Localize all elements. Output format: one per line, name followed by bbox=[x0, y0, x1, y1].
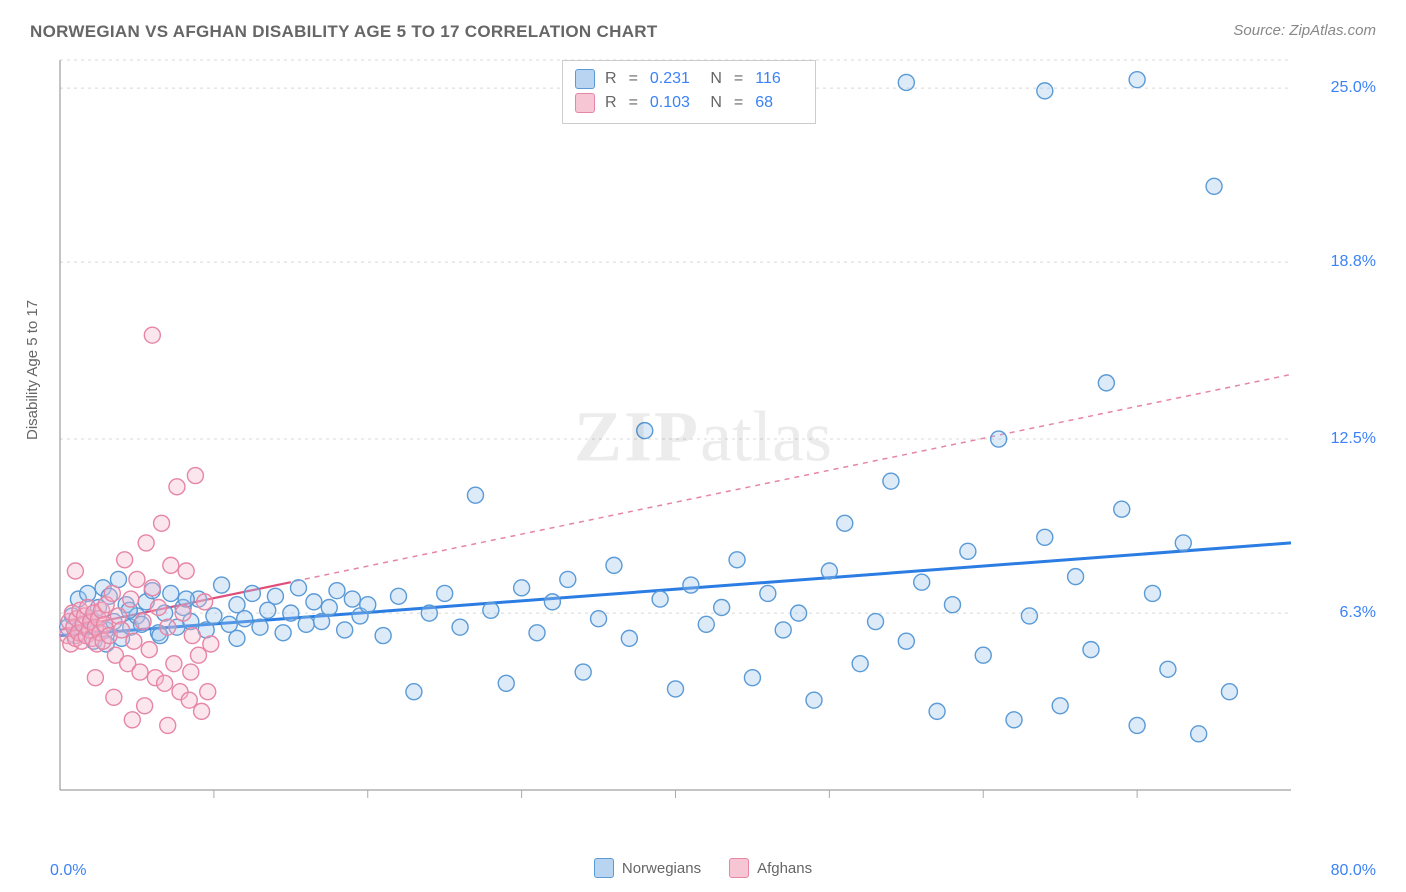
stats-equals: = bbox=[734, 91, 743, 115]
stats-r-value-afghans: 0.103 bbox=[650, 91, 696, 115]
stats-row-norwegians: R = 0.231 N = 116 bbox=[575, 67, 801, 91]
legend-item-norwegians: Norwegians bbox=[594, 858, 701, 878]
stats-n-label: N bbox=[706, 67, 722, 91]
stats-r-value-norwegians: 0.231 bbox=[650, 67, 696, 91]
legend-label-afghans: Afghans bbox=[757, 860, 812, 877]
y-tick-label: 25.0% bbox=[1331, 79, 1376, 97]
plot-svg bbox=[55, 55, 1371, 825]
stats-n-label: N bbox=[706, 91, 722, 115]
y-tick-label: 18.8% bbox=[1331, 253, 1376, 271]
legend-label-norwegians: Norwegians bbox=[622, 860, 701, 877]
source-attribution: Source: ZipAtlas.com bbox=[1233, 22, 1376, 39]
stats-r-label: R bbox=[605, 91, 617, 115]
legend-swatch-norwegians bbox=[594, 858, 614, 878]
legend-item-afghans: Afghans bbox=[729, 858, 812, 878]
stats-row-afghans: R = 0.103 N = 68 bbox=[575, 91, 801, 115]
scatter-plot bbox=[55, 55, 1371, 825]
stats-n-value-norwegians: 116 bbox=[755, 67, 801, 91]
y-tick-label: 12.5% bbox=[1331, 430, 1376, 448]
stats-equals: = bbox=[629, 91, 638, 115]
stats-n-value-afghans: 68 bbox=[755, 91, 801, 115]
y-axis-label: Disability Age 5 to 17 bbox=[24, 300, 41, 440]
source-label: Source: bbox=[1233, 22, 1285, 39]
correlation-stats-box: R = 0.231 N = 116 R = 0.103 N = 68 bbox=[562, 60, 816, 124]
stats-swatch-norwegians bbox=[575, 69, 595, 89]
stats-swatch-afghans bbox=[575, 93, 595, 113]
y-tick-label: 6.3% bbox=[1340, 604, 1376, 622]
stats-equals: = bbox=[629, 67, 638, 91]
source-name: ZipAtlas.com bbox=[1289, 22, 1376, 39]
stats-r-label: R bbox=[605, 67, 617, 91]
chart-title: NORWEGIAN VS AFGHAN DISABILITY AGE 5 TO … bbox=[30, 22, 658, 42]
legend-swatch-afghans bbox=[729, 858, 749, 878]
series-legend: Norwegians Afghans bbox=[0, 858, 1406, 878]
stats-equals: = bbox=[734, 67, 743, 91]
